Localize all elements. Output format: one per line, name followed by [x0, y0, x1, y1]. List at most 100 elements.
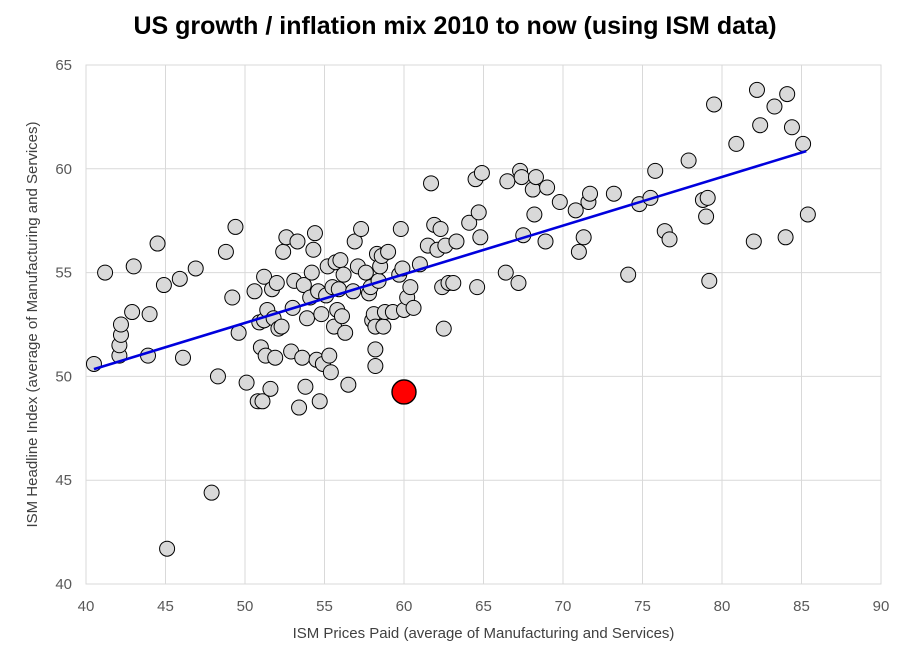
- data-point: [294, 349, 311, 366]
- data-point: [605, 185, 622, 202]
- data-point: [227, 218, 244, 235]
- data-point: [295, 277, 312, 294]
- y-tick-label: 60: [55, 161, 72, 178]
- data-point: [125, 258, 142, 275]
- data-point: [267, 349, 284, 366]
- data-point: [448, 233, 465, 250]
- data-point: [469, 279, 486, 296]
- data-points: [85, 81, 816, 557]
- data-point: [647, 162, 664, 179]
- data-point: [313, 306, 330, 323]
- data-point: [306, 225, 323, 242]
- data-point: [527, 169, 544, 186]
- data-point: [375, 318, 392, 335]
- data-point: [311, 393, 328, 410]
- data-point: [777, 229, 794, 246]
- data-point: [209, 368, 226, 385]
- data-point: [238, 374, 255, 391]
- x-tick-label: 40: [78, 598, 95, 615]
- y-axis-ticks: 40 45 50 55 60 65: [55, 57, 72, 593]
- data-point: [497, 264, 514, 281]
- data-point: [346, 233, 363, 250]
- x-tick-label: 85: [793, 598, 810, 615]
- data-point: [470, 204, 487, 221]
- data-point: [357, 264, 374, 281]
- data-point: [367, 341, 384, 358]
- x-tick-label: 60: [396, 598, 413, 615]
- data-point: [321, 347, 338, 364]
- data-point: [155, 277, 172, 294]
- data-point: [445, 274, 462, 291]
- data-point: [367, 358, 384, 375]
- x-axis-title: ISM Prices Paid (average of Manufacturin…: [293, 625, 675, 642]
- data-point: [461, 214, 478, 231]
- data-point: [268, 274, 285, 291]
- data-point: [322, 364, 339, 381]
- data-point: [305, 241, 322, 258]
- highlight-point: [391, 379, 417, 405]
- data-point: [203, 484, 220, 501]
- data-point: [405, 299, 422, 316]
- data-point: [766, 98, 783, 115]
- data-point: [149, 235, 166, 252]
- x-tick-label: 45: [157, 598, 174, 615]
- data-point: [567, 202, 584, 219]
- y-tick-label: 50: [55, 368, 72, 385]
- data-point: [85, 355, 102, 372]
- data-point: [141, 306, 158, 323]
- data-point: [706, 96, 723, 113]
- data-point: [435, 320, 452, 337]
- data-point: [171, 270, 188, 287]
- data-point: [510, 274, 527, 291]
- data-point: [159, 540, 176, 557]
- data-point: [423, 175, 440, 192]
- data-point: [620, 266, 637, 283]
- plot-area: [85, 64, 882, 585]
- data-point: [526, 206, 543, 223]
- data-point: [795, 135, 812, 152]
- data-point: [246, 283, 263, 300]
- data-point: [124, 304, 141, 321]
- data-point: [262, 380, 279, 397]
- grid: [85, 64, 882, 585]
- data-point: [680, 152, 697, 169]
- data-point: [701, 272, 718, 289]
- x-axis-ticks: 40 45 50 55 60 65 70 75 80 85 90: [78, 598, 890, 615]
- data-point: [291, 399, 308, 416]
- y-tick-label: 45: [55, 472, 72, 489]
- data-point: [432, 221, 449, 238]
- x-tick-label: 50: [237, 598, 254, 615]
- data-point: [333, 308, 350, 325]
- data-point: [332, 252, 349, 269]
- x-tick-label: 75: [634, 598, 651, 615]
- data-point: [537, 233, 554, 250]
- data-point: [340, 376, 357, 393]
- data-point: [752, 117, 769, 134]
- y-axis-title: ISM Headline Index (average of Manufactu…: [24, 121, 41, 527]
- data-point: [353, 221, 370, 238]
- data-point: [539, 179, 556, 196]
- data-point: [779, 86, 796, 103]
- data-point: [337, 324, 354, 341]
- data-point: [289, 233, 306, 250]
- data-point: [187, 260, 204, 277]
- data-point: [783, 119, 800, 136]
- data-point: [698, 208, 715, 225]
- data-point: [380, 243, 397, 260]
- data-point: [97, 264, 114, 281]
- data-point: [745, 233, 762, 250]
- data-point: [275, 243, 292, 260]
- data-point: [728, 135, 745, 152]
- data-point: [513, 169, 530, 186]
- data-point: [499, 173, 516, 190]
- data-point: [699, 189, 716, 206]
- x-tick-label: 55: [316, 598, 333, 615]
- x-tick-label: 80: [714, 598, 731, 615]
- trendline: [93, 149, 807, 371]
- x-tick-label: 65: [475, 598, 492, 615]
- data-point: [303, 264, 320, 281]
- data-point: [217, 243, 234, 260]
- y-tick-label: 65: [55, 57, 72, 74]
- data-point: [748, 81, 765, 98]
